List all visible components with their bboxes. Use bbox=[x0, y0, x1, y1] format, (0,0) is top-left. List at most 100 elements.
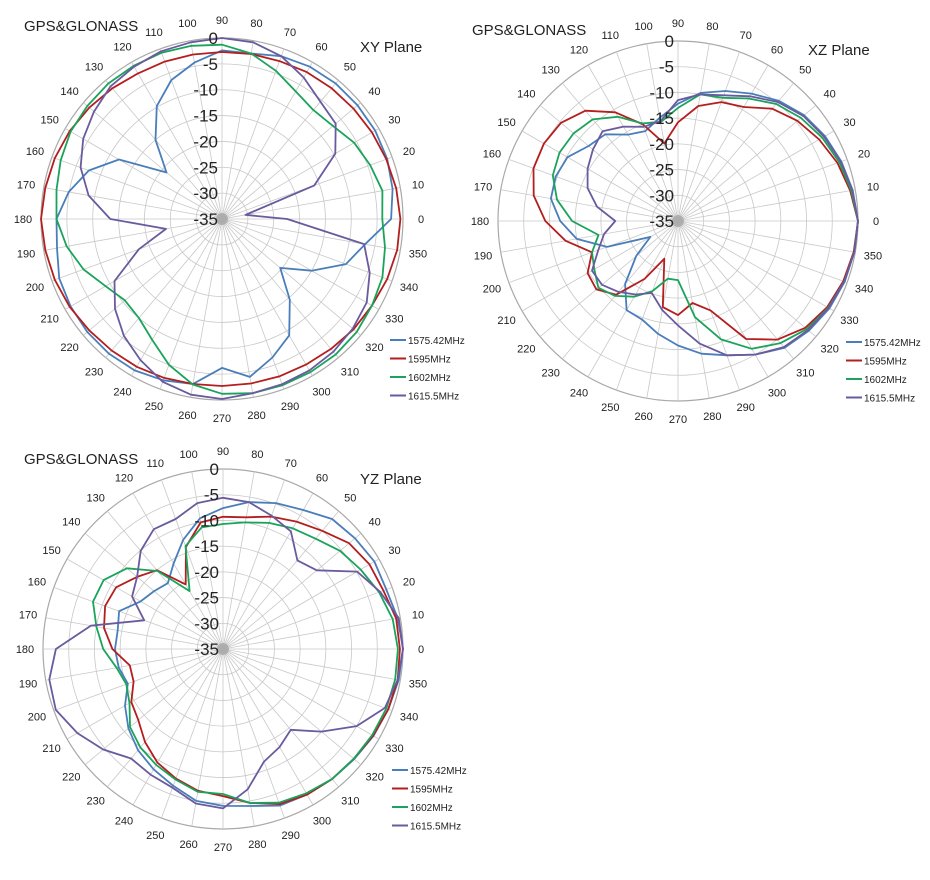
radial-tick-label: -35 bbox=[649, 212, 674, 231]
grid-spoke bbox=[222, 648, 340, 788]
grid-spoke bbox=[222, 558, 380, 650]
grid-spoke bbox=[222, 510, 340, 650]
angle-tick-label: 140 bbox=[517, 89, 535, 101]
angle-tick-label: 200 bbox=[483, 284, 501, 296]
radial-tick-label: -20 bbox=[649, 135, 674, 154]
grid-spoke bbox=[677, 220, 740, 391]
grid-spoke bbox=[45, 648, 224, 681]
grid-spoke bbox=[66, 558, 224, 650]
angle-tick-label: 10 bbox=[412, 179, 424, 191]
grid-spoke bbox=[677, 220, 710, 399]
angle-tick-label: 280 bbox=[703, 411, 721, 423]
radial-tick-label: -15 bbox=[193, 107, 218, 126]
grid-spoke bbox=[222, 532, 362, 650]
angle-tick-label: 270 bbox=[669, 414, 687, 426]
angle-tick-label: 340 bbox=[855, 284, 873, 296]
angle-tick-label: 30 bbox=[388, 115, 400, 127]
angle-tick-label: 120 bbox=[113, 42, 131, 54]
angle-tick-label: 150 bbox=[42, 545, 60, 557]
angle-tick-label: 80 bbox=[706, 21, 718, 33]
legend-label: 1602MHz bbox=[864, 375, 907, 386]
grid-spoke bbox=[677, 220, 835, 312]
angle-tick-label: 40 bbox=[824, 89, 836, 101]
center-hub bbox=[217, 643, 229, 655]
legend-label: 1575.42MHz bbox=[864, 338, 921, 349]
grid-spoke bbox=[677, 220, 856, 253]
grid-spoke bbox=[131, 218, 223, 376]
grid-spoke bbox=[65, 128, 223, 220]
angle-tick-label: 0 bbox=[873, 216, 879, 228]
angle-tick-label: 300 bbox=[313, 815, 331, 827]
grid-spoke bbox=[221, 218, 361, 336]
radial-tick-label: -35 bbox=[193, 210, 218, 229]
radial-tick-label: -30 bbox=[194, 614, 219, 633]
angle-tick-label: 190 bbox=[17, 249, 35, 261]
grid-spoke bbox=[221, 40, 254, 220]
radial-tick-label: -10 bbox=[649, 83, 674, 102]
angle-tick-label: 320 bbox=[365, 771, 383, 783]
angle-tick-label: 130 bbox=[542, 64, 560, 76]
legend-label: 1575.42MHz bbox=[408, 336, 465, 347]
angle-tick-label: 0 bbox=[418, 214, 424, 226]
angle-tick-label: 190 bbox=[474, 250, 492, 262]
legend-label: 1615.5MHz bbox=[864, 394, 915, 405]
grid-spoke bbox=[45, 617, 224, 650]
grid-spoke bbox=[561, 220, 679, 360]
grid-spoke bbox=[221, 128, 379, 220]
angle-tick-label: 240 bbox=[115, 815, 133, 827]
angle-tick-label: 270 bbox=[213, 413, 231, 425]
polar-chart-yz-plane: 0 10 20 30 40 50 60 70 80 90 100 110 120 130 140 150 160… bbox=[16, 446, 467, 854]
grid-spoke bbox=[190, 40, 223, 220]
center-hub bbox=[216, 213, 228, 225]
angle-tick-label: 60 bbox=[771, 45, 783, 57]
angle-tick-label: 130 bbox=[85, 62, 103, 74]
grid-spoke bbox=[677, 220, 795, 360]
angle-tick-label: 340 bbox=[400, 712, 418, 724]
radial-tick-label: -10 bbox=[193, 81, 218, 100]
angle-tick-label: 100 bbox=[178, 18, 196, 30]
grid-spoke bbox=[521, 220, 679, 312]
angle-tick-label: 220 bbox=[62, 771, 80, 783]
radial-tick-label: -25 bbox=[193, 158, 218, 177]
grid-spoke bbox=[83, 218, 223, 336]
grid-spoke bbox=[221, 62, 313, 220]
grid-spoke bbox=[222, 587, 393, 650]
grid-spoke bbox=[677, 82, 795, 222]
angle-tick-label: 30 bbox=[388, 545, 400, 557]
angle-tick-label: 350 bbox=[864, 250, 882, 262]
grid-spoke bbox=[43, 187, 223, 220]
grid-spoke bbox=[221, 102, 361, 220]
angle-tick-label: 140 bbox=[62, 517, 80, 529]
grid-spoke bbox=[587, 220, 679, 378]
grid-spoke bbox=[105, 80, 223, 220]
grid-spoke bbox=[221, 218, 401, 251]
radial-tick-label: -35 bbox=[194, 640, 219, 659]
angle-tick-label: 250 bbox=[145, 401, 163, 413]
angle-tick-label: 50 bbox=[344, 492, 356, 504]
angle-tick-label: 250 bbox=[146, 830, 164, 842]
angle-tick-label: 10 bbox=[412, 610, 424, 622]
legend-label: 1615.5MHz bbox=[408, 392, 459, 403]
series-line-1575.42mhz bbox=[550, 90, 859, 357]
grid-spoke bbox=[106, 648, 224, 788]
angle-tick-label: 90 bbox=[217, 446, 229, 458]
angle-tick-label: 230 bbox=[542, 368, 560, 380]
angle-tick-label: 300 bbox=[312, 386, 330, 398]
legend: 1575.42MHz 1595MHz 1602MHz 1615.5MHz bbox=[392, 766, 467, 833]
angle-tick-label: 290 bbox=[281, 401, 299, 413]
angle-tick-label: 260 bbox=[179, 839, 197, 851]
grid-spoke bbox=[677, 220, 817, 338]
grid-spoke bbox=[677, 51, 740, 222]
polar-chart-xz-plane: 0 10 20 30 40 50 60 70 80 90 100 110 120 130 140 150 160… bbox=[471, 18, 921, 426]
angle-tick-label: 310 bbox=[341, 366, 359, 378]
legend-label: 1595MHz bbox=[864, 357, 907, 368]
radial-tick-label: -10 bbox=[194, 511, 219, 530]
grid-spoke bbox=[43, 218, 223, 251]
grid-spoke bbox=[191, 648, 224, 827]
radial-tick-label: -30 bbox=[649, 186, 674, 205]
radial-tick-label: -20 bbox=[194, 563, 219, 582]
chart-title: GPS&GLONASS bbox=[24, 18, 138, 35]
radial-tick-label: -30 bbox=[193, 184, 218, 203]
angle-tick-label: 210 bbox=[42, 743, 60, 755]
grid-spoke bbox=[84, 648, 224, 766]
